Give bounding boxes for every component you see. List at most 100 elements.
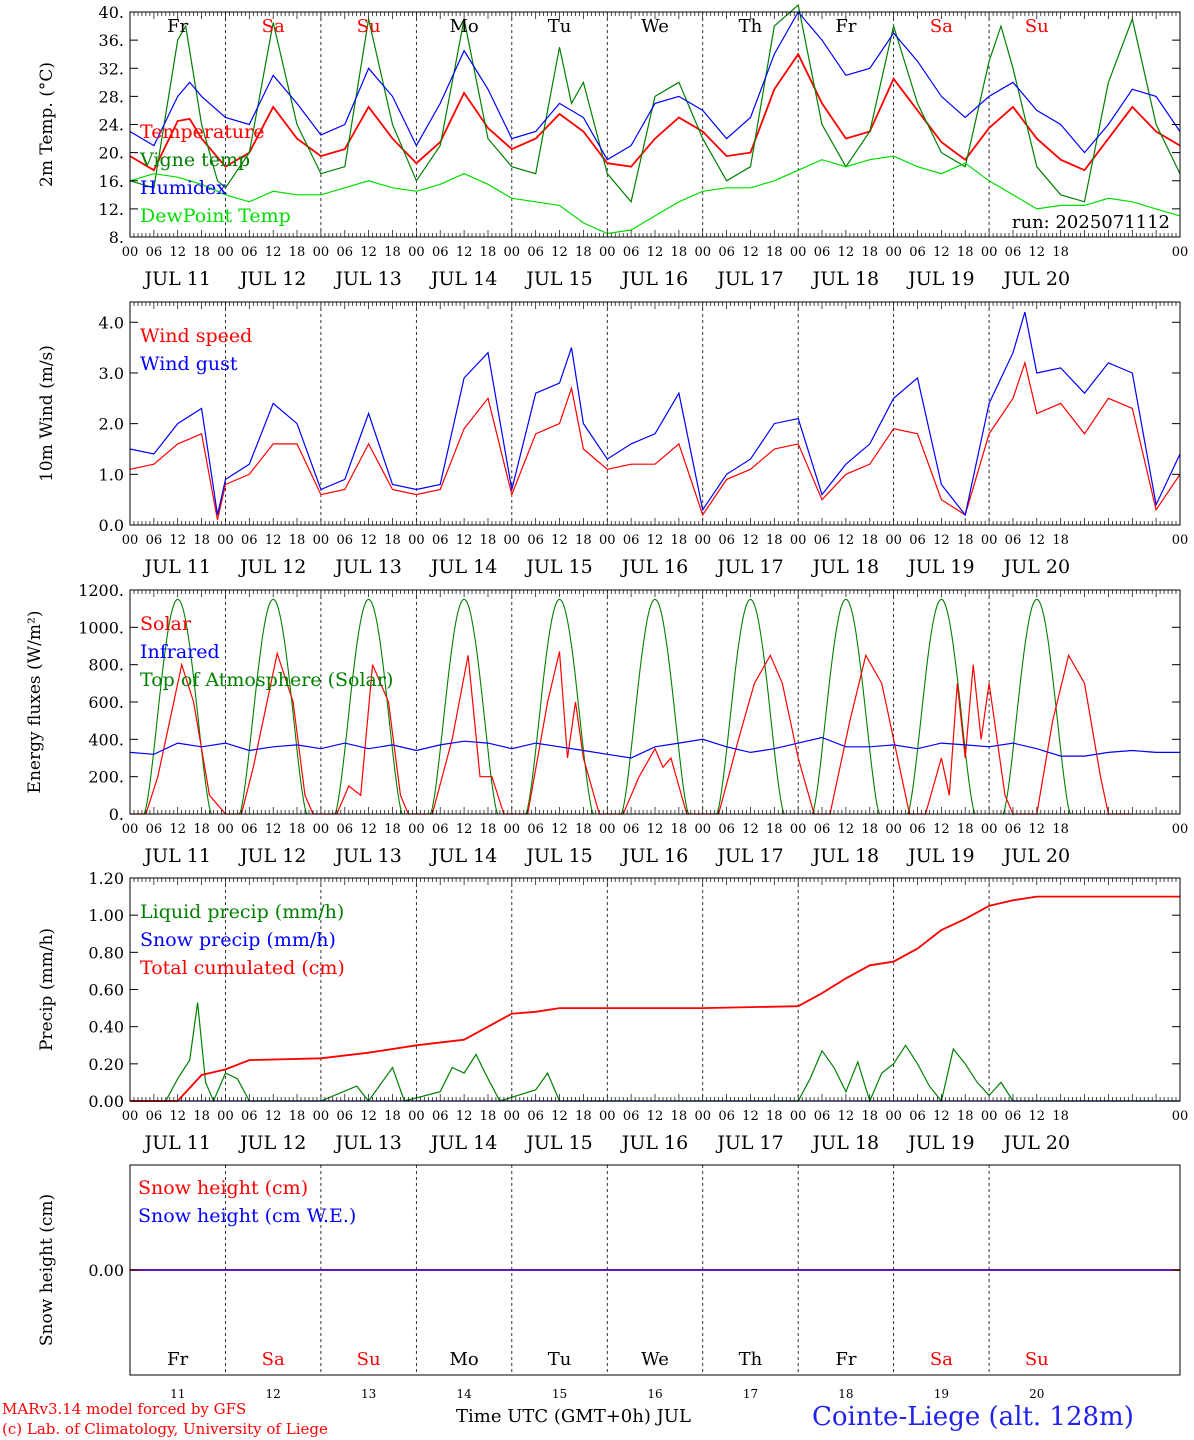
y-axis-label: 10m Wind (m/s)	[37, 345, 57, 482]
x-hour-label: 12	[456, 1109, 473, 1124]
x-hour-label: 00	[694, 1109, 711, 1124]
frame-layer	[129, 11, 1181, 1376]
x-hour-label: 12	[456, 822, 473, 837]
x-hour-label: 00	[790, 1109, 807, 1124]
x-date-label: JUL 20	[1002, 1132, 1070, 1154]
y-tick-label: 24.	[99, 116, 124, 135]
x-hour-label: 06	[1005, 1109, 1022, 1124]
run-label: run: 2025071112	[1012, 212, 1170, 233]
y-tick-label: 0.60	[88, 981, 124, 1000]
x-hour-label: 06	[814, 533, 831, 548]
x-date-label: JUL 12	[238, 845, 306, 867]
y-tick-label: 2.0	[99, 415, 124, 434]
x-hour-label: 00	[122, 1109, 139, 1124]
day-abbr-bottom: Fr	[167, 1349, 188, 1370]
day-abbr-top: Sa	[930, 16, 953, 37]
y-tick-label: 12.	[99, 200, 124, 219]
y-tick-label: 1000.	[78, 618, 124, 637]
x-date-label: JUL 12	[238, 1132, 306, 1154]
series-line-temperature	[129, 52, 1181, 172]
x-hour-label: 06	[814, 822, 831, 837]
x-hour-label: 18	[861, 1109, 878, 1124]
x-hour-label: 12	[169, 822, 186, 837]
hour-ticks	[129, 302, 1181, 525]
x-hour-label: 18	[575, 245, 592, 260]
x-hour-label: 18	[289, 822, 306, 837]
x-hour-label: 12	[360, 533, 377, 548]
x-hour-label: 06	[432, 245, 449, 260]
x-hour-label: 00	[408, 1109, 425, 1124]
x-hour-label: 06	[146, 245, 163, 260]
day-number: 19	[934, 1387, 949, 1401]
x-date-label: JUL 11	[142, 268, 210, 290]
x-hour-label: 00	[122, 822, 139, 837]
x-hour-label: 18	[766, 533, 783, 548]
series-line-wind-gust	[129, 311, 1181, 517]
y-tick-label: 0.80	[88, 943, 124, 962]
x-hour-label: 18	[289, 245, 306, 260]
x-hour-label: 00	[981, 245, 998, 260]
day-abbr-top: Fr	[167, 16, 188, 37]
x-hour-label: 12	[456, 245, 473, 260]
y-tick-label: 0.00	[88, 1092, 124, 1111]
day-number: 14	[456, 1387, 472, 1401]
x-hour-label: 00	[694, 822, 711, 837]
x-hour-label: 06	[527, 1109, 544, 1124]
y-tick-label: 1200.	[78, 581, 124, 600]
x-hour-label: 18	[766, 245, 783, 260]
series-line-infrared	[129, 736, 1180, 759]
legend-label: Infrared	[140, 641, 220, 663]
x-hour-label: 18	[480, 822, 497, 837]
x-hour-label: 00	[313, 533, 330, 548]
y-tick-label: 0.00	[88, 1261, 124, 1280]
day-abbr-top: Tu	[548, 16, 572, 37]
legend-label: Wind speed	[140, 325, 252, 347]
y-tick-label: 3.0	[99, 364, 124, 383]
x-hour-label: 12	[933, 245, 950, 260]
x-date-label: JUL 20	[1002, 556, 1070, 578]
series-line-liquid-precip-mm-h	[130, 1002, 1180, 1103]
x-date-label: JUL 14	[429, 556, 497, 578]
x-date-label: JUL 17	[715, 556, 783, 578]
x-axis-title: Time UTC (GMT+0h) JUL	[456, 1406, 691, 1427]
x-hour-label: 18	[193, 533, 210, 548]
x-hour-label: 00	[504, 533, 521, 548]
x-hour-label: 00	[313, 1109, 330, 1124]
x-hour-label: 00	[981, 1109, 998, 1124]
y-tick-label: 1.00	[88, 906, 124, 925]
x-hour-label: 06	[718, 245, 735, 260]
x-date-label: JUL 17	[715, 1132, 783, 1154]
x-date-label: JUL 17	[715, 268, 783, 290]
x-hour-label: 12	[265, 822, 282, 837]
y-tick-label: 28.	[99, 87, 124, 106]
x-hour-label: 06	[1005, 245, 1022, 260]
day-abbr-bottom: Sa	[930, 1349, 953, 1370]
x-hour-label: 18	[1052, 1109, 1069, 1124]
x-hour-label: 12	[742, 1109, 759, 1124]
legend-label: DewPoint Temp	[140, 205, 291, 227]
day-abbr-top: Su	[1025, 16, 1049, 37]
x-hour-label: 12	[551, 245, 568, 260]
x-date-label: JUL 11	[142, 556, 210, 578]
series-layer	[129, 3, 1181, 1271]
day-abbr-bottom: Th	[739, 1349, 763, 1370]
day-abbr-top: Su	[357, 16, 381, 37]
y-axis-label: Precip (mm/h)	[37, 928, 57, 1051]
x-hour-label: 12	[838, 822, 855, 837]
x-hour-label: 18	[384, 1109, 401, 1124]
x-date-label: JUL 16	[620, 556, 688, 578]
x-date-label: JUL 13	[333, 1132, 401, 1154]
y-tick-label: 32.	[99, 59, 124, 78]
x-hour-label: 06	[909, 245, 926, 260]
x-date-label: JUL 14	[429, 845, 497, 867]
x-date-label: JUL 13	[333, 268, 401, 290]
y-tick-label: 0.0	[99, 516, 124, 535]
x-hour-label: 06	[241, 1109, 258, 1124]
x-hour-label: 00	[408, 245, 425, 260]
legend-label: Snow height (cm)	[138, 1177, 308, 1199]
x-date-label: JUL 19	[906, 1132, 974, 1154]
x-hour-label: 00	[1172, 245, 1189, 260]
x-hour-label: 06	[623, 533, 640, 548]
x-hour-label: 06	[718, 1109, 735, 1124]
x-hour-label: 06	[432, 533, 449, 548]
